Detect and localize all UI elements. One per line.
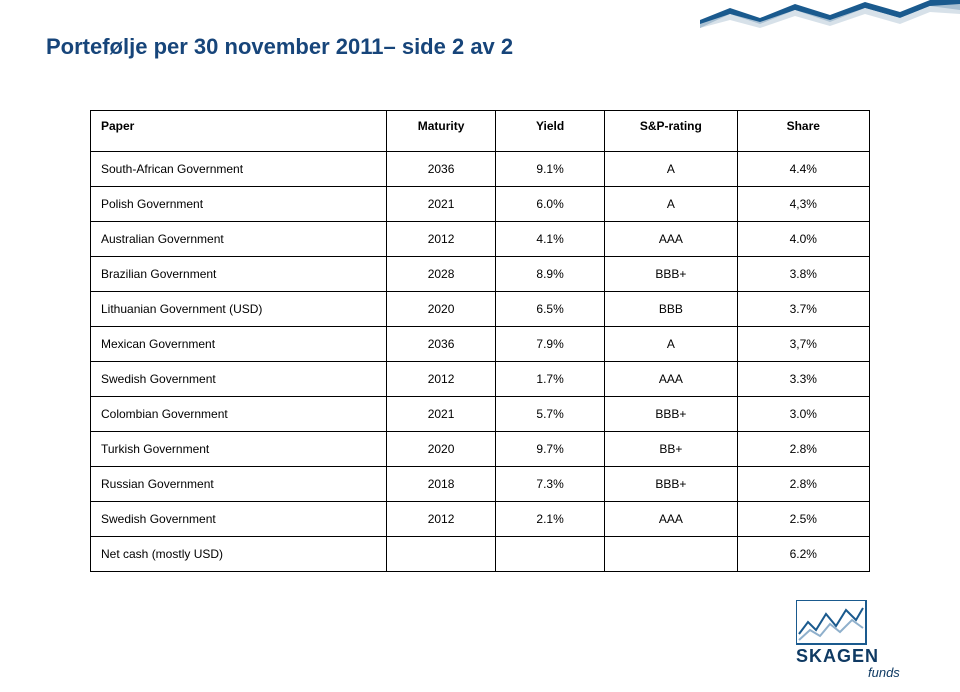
table-row: Turkish Government20209.7%BB+2.8% — [91, 432, 870, 467]
cell-share: 2.5% — [737, 502, 869, 537]
cell-share: 6.2% — [737, 537, 869, 572]
cell-rating: A — [605, 187, 737, 222]
cell-yield: 9.7% — [496, 432, 605, 467]
cell-rating: AAA — [605, 362, 737, 397]
col-header-rating: S&P-rating — [605, 111, 737, 152]
col-header-yield: Yield — [496, 111, 605, 152]
cell-maturity: 2012 — [387, 222, 496, 257]
cell-share: 4.4% — [737, 152, 869, 187]
cell-share: 4,3% — [737, 187, 869, 222]
table-row: Brazilian Government20288.9%BBB+3.8% — [91, 257, 870, 292]
cell-rating: BBB+ — [605, 257, 737, 292]
svg-text:funds: funds — [868, 665, 900, 680]
cell-yield: 6.5% — [496, 292, 605, 327]
cell-share: 2.8% — [737, 432, 869, 467]
cell-maturity: 2012 — [387, 502, 496, 537]
table-row: Australian Government20124.1%AAA4.0% — [91, 222, 870, 257]
table-row: South-African Government20369.1%A4.4% — [91, 152, 870, 187]
cell-maturity: 2012 — [387, 362, 496, 397]
cell-yield: 5.7% — [496, 397, 605, 432]
cell-paper: Australian Government — [91, 222, 387, 257]
cell-yield: 4.1% — [496, 222, 605, 257]
cell-paper: Colombian Government — [91, 397, 387, 432]
cell-paper: Net cash (mostly USD) — [91, 537, 387, 572]
cell-share: 3.7% — [737, 292, 869, 327]
cell-paper: Brazilian Government — [91, 257, 387, 292]
col-header-maturity: Maturity — [387, 111, 496, 152]
cell-rating: AAA — [605, 222, 737, 257]
cell-rating — [605, 537, 737, 572]
cell-paper: Mexican Government — [91, 327, 387, 362]
cell-maturity: 2028 — [387, 257, 496, 292]
cell-yield: 8.9% — [496, 257, 605, 292]
cell-share: 3.8% — [737, 257, 869, 292]
table-row: Russian Government20187.3%BBB+2.8% — [91, 467, 870, 502]
cell-yield: 6.0% — [496, 187, 605, 222]
cell-rating: BB+ — [605, 432, 737, 467]
cell-yield: 1.7% — [496, 362, 605, 397]
cell-paper: Turkish Government — [91, 432, 387, 467]
cell-maturity: 2018 — [387, 467, 496, 502]
col-header-share: Share — [737, 111, 869, 152]
cell-rating: A — [605, 152, 737, 187]
cell-share: 2.8% — [737, 467, 869, 502]
table-row: Lithuanian Government (USD)20206.5%BBB3.… — [91, 292, 870, 327]
cell-rating: BBB+ — [605, 397, 737, 432]
cell-paper: Swedish Government — [91, 362, 387, 397]
cell-rating: BBB — [605, 292, 737, 327]
cell-yield — [496, 537, 605, 572]
cell-maturity: 2021 — [387, 397, 496, 432]
cell-yield: 9.1% — [496, 152, 605, 187]
table-row: Mexican Government20367.9%A3,7% — [91, 327, 870, 362]
cell-paper: Lithuanian Government (USD) — [91, 292, 387, 327]
cell-yield: 2.1% — [496, 502, 605, 537]
table-row: Swedish Government20122.1%AAA2.5% — [91, 502, 870, 537]
cell-maturity: 2020 — [387, 432, 496, 467]
cell-paper: Russian Government — [91, 467, 387, 502]
table-row: Net cash (mostly USD) 6.2% — [91, 537, 870, 572]
cell-paper: Polish Government — [91, 187, 387, 222]
cell-share: 3.0% — [737, 397, 869, 432]
cell-maturity: 2021 — [387, 187, 496, 222]
table-row: Colombian Government20215.7%BBB+3.0% — [91, 397, 870, 432]
table-row: Swedish Government20121.7%AAA3.3% — [91, 362, 870, 397]
table-header-row: Paper Maturity Yield S&P-rating Share — [91, 111, 870, 152]
cell-maturity: 2020 — [387, 292, 496, 327]
cell-yield: 7.9% — [496, 327, 605, 362]
table-row: Polish Government20216.0%A4,3% — [91, 187, 870, 222]
page-title: Portefølje per 30 november 2011– side 2 … — [46, 34, 513, 60]
cell-maturity: 2036 — [387, 327, 496, 362]
portfolio-table: Paper Maturity Yield S&P-rating Share So… — [90, 110, 870, 572]
portfolio-table-container: Paper Maturity Yield S&P-rating Share So… — [90, 110, 870, 572]
cell-yield: 7.3% — [496, 467, 605, 502]
cell-maturity — [387, 537, 496, 572]
cell-rating: BBB+ — [605, 467, 737, 502]
cell-paper: Swedish Government — [91, 502, 387, 537]
cell-share: 3.3% — [737, 362, 869, 397]
cell-maturity: 2036 — [387, 152, 496, 187]
cell-rating: A — [605, 327, 737, 362]
col-header-paper: Paper — [91, 111, 387, 152]
skagen-logo: SKAGEN funds — [796, 600, 926, 680]
header-stripe-decoration — [700, 0, 960, 28]
cell-paper: South-African Government — [91, 152, 387, 187]
cell-share: 4.0% — [737, 222, 869, 257]
svg-text:SKAGEN: SKAGEN — [796, 646, 879, 666]
cell-share: 3,7% — [737, 327, 869, 362]
cell-rating: AAA — [605, 502, 737, 537]
